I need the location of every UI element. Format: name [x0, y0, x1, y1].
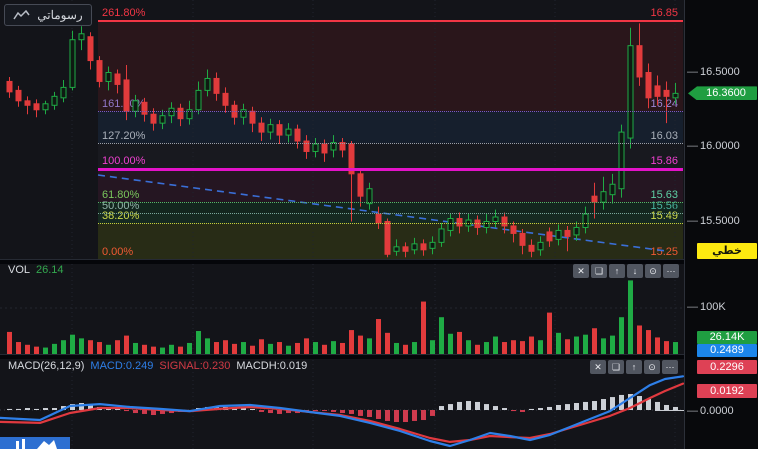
price-axis-label: —15.5000 [687, 214, 740, 227]
fib-zone-38.20% [98, 222, 683, 259]
fib-line-161.80%[interactable] [98, 111, 683, 113]
my-charts-label: رسوماتي [37, 8, 83, 22]
fib-level-label: 161.80% [102, 98, 146, 111]
macd-pane-maximize-icon[interactable]: ❏ [608, 360, 624, 374]
chart-style-button[interactable] [0, 437, 70, 449]
my-charts-button[interactable]: رسوماتي [4, 4, 92, 26]
fib-line-261.80%[interactable] [98, 20, 683, 23]
fib-line-38.20%[interactable] [98, 222, 683, 224]
price-axis[interactable]: —16.5000 —16.0000 —15.5000 —100K —0.0000 16.3… [684, 0, 758, 449]
fib-zone-161.80% [98, 111, 683, 143]
vol-label: VOL [8, 264, 31, 276]
vol-pane-close-icon[interactable]: ✕ [573, 264, 589, 278]
macd-pane-settings-icon[interactable]: ⊙ [644, 360, 660, 374]
panel-divider-main-vol[interactable] [0, 259, 684, 264]
fib-price-label: 16.85 [650, 7, 678, 20]
volume-axis-label: —100K [687, 301, 726, 313]
macd-pane-move-up-icon[interactable]: ↑ [626, 360, 642, 374]
fib-zone-50.00% [98, 212, 683, 223]
macd-hist-value: MACDH:0.019 [236, 360, 308, 372]
fib-zone-127.20% [98, 142, 683, 168]
macd-axis-label: —0.0000 [687, 405, 734, 417]
vol-pane-move-up-icon[interactable]: ↑ [609, 264, 625, 278]
macd-signal-value: SIGNAL:0.230 [159, 360, 231, 372]
macd-pane-close-icon[interactable]: ✕ [590, 360, 606, 374]
vol-indicator-legend[interactable]: VOL 26.14 [8, 264, 70, 276]
fib-zone-261.80% [98, 20, 683, 112]
fib-price-label: 16.24 [650, 98, 678, 111]
macd-hist-badge: 0.0192 [697, 384, 757, 398]
fib-price-label: 15.25 [650, 245, 678, 258]
price-axis-label: —16.5000 [687, 65, 740, 78]
macd-value: MACD:0.249 [90, 360, 154, 372]
fib-level-label: 127.20% [102, 129, 146, 142]
volume-value-badge: 26.14K [697, 331, 757, 344]
fib-zone-61.80% [98, 202, 683, 213]
vol-pane-move-down-icon[interactable]: ↓ [627, 264, 643, 278]
vol-pane-toolbar: ✕ ❏ ↑ ↓ ⊙ ⋯ [573, 264, 679, 278]
fib-line-61.80%[interactable] [98, 202, 683, 204]
fib-level-label: 261.80% [102, 7, 146, 20]
fib-line-100.00%[interactable] [98, 167, 683, 171]
fib-zone-100.00% [98, 167, 683, 203]
vol-pane-more-icon[interactable]: ⋯ [663, 264, 679, 278]
candles-and-area-icon [16, 439, 57, 449]
vol-pane-settings-icon[interactable]: ⊙ [645, 264, 661, 278]
macd-title: MACD(26,12,9) [8, 360, 85, 372]
macd-line-badge: 0.2296 [697, 360, 757, 374]
fib-price-label: 16.03 [650, 129, 678, 142]
vol-value: 26.14 [36, 264, 64, 276]
vwap-value-badge: 0.2489 [697, 344, 757, 357]
fib-price-label: 15.86 [650, 154, 678, 167]
macd-indicator-legend[interactable]: MACD(26,12,9) MACD:0.249 SIGNAL:0.230 MACDH… [8, 360, 313, 372]
fib-level-label: 100.00% [102, 154, 146, 167]
line-chart-icon [13, 9, 30, 19]
fib-line-50.00%[interactable] [98, 212, 683, 214]
fib-level-label: 0.00% [102, 245, 134, 258]
macd-pane-more-icon[interactable]: ⋯ [662, 360, 678, 374]
scale-type-badge[interactable]: خطي [697, 243, 757, 259]
last-price-badge: 16.3600 [688, 86, 757, 101]
price-axis-label: —16.0000 [687, 140, 740, 152]
fib-line-127.20%[interactable] [98, 142, 683, 144]
macd-pane-toolbar: ✕ ❏ ↑ ⊙ ⋯ [590, 360, 678, 374]
vol-pane-maximize-icon[interactable]: ❏ [591, 264, 607, 278]
panel-divider-vol-macd[interactable] [0, 354, 684, 359]
